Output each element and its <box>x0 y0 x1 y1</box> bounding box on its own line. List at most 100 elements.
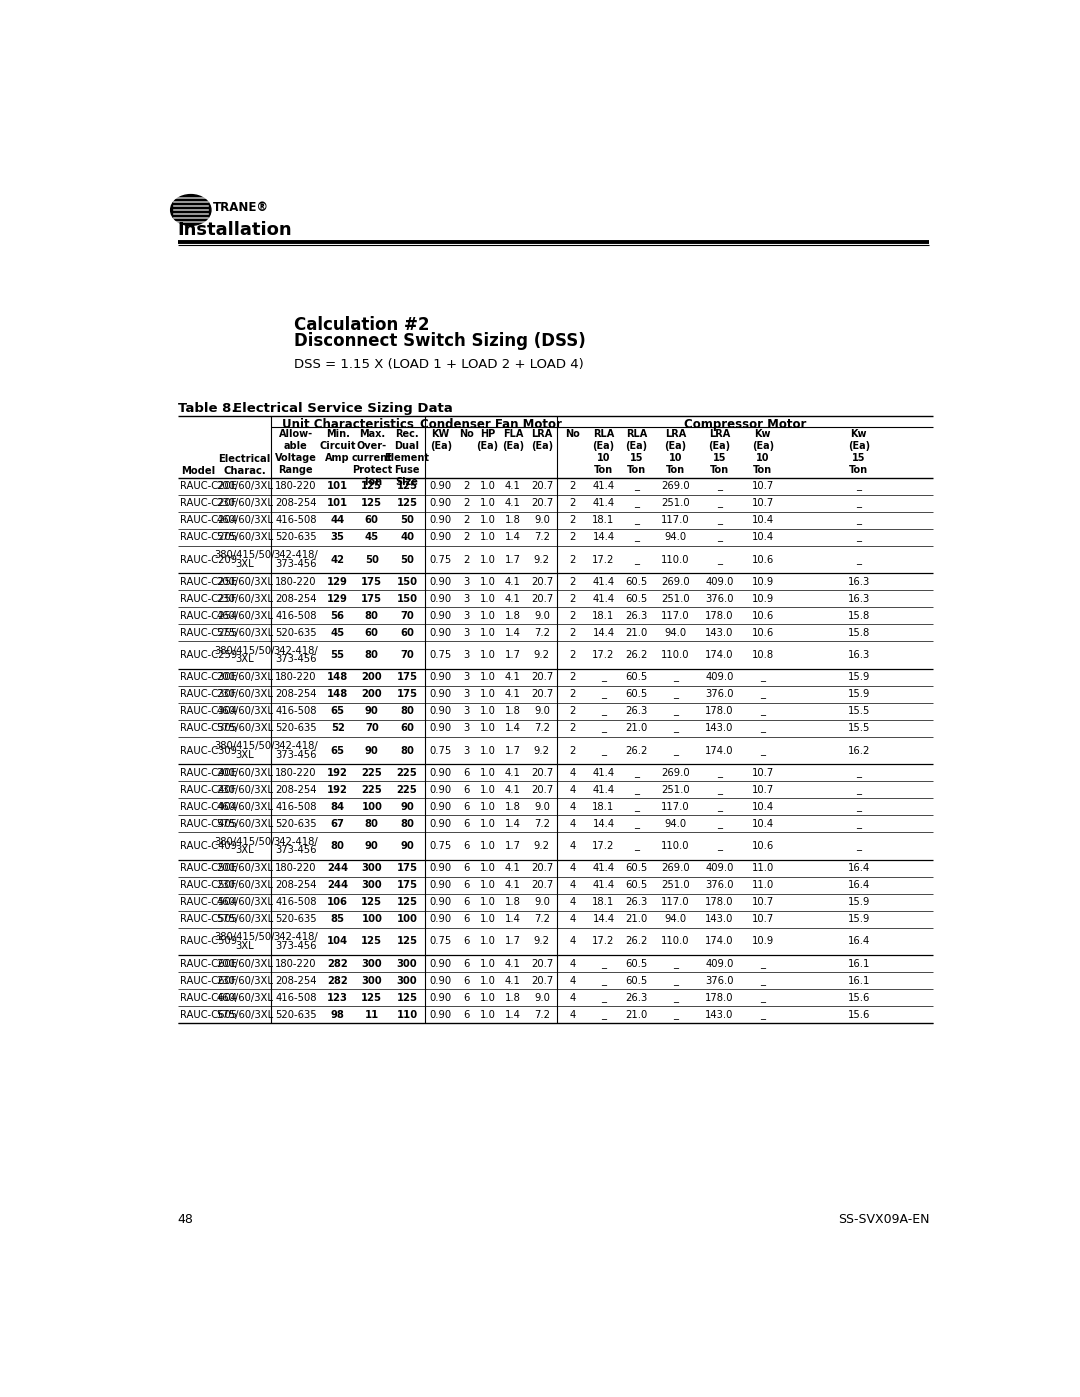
Text: 2: 2 <box>569 689 576 700</box>
Text: 101: 101 <box>327 499 348 509</box>
Text: _: _ <box>634 841 639 851</box>
Text: 3XL: 3XL <box>235 654 254 664</box>
Text: 575/60/3XL: 575/60/3XL <box>216 532 273 542</box>
Text: 2: 2 <box>463 499 470 509</box>
Text: 180-220: 180-220 <box>275 768 316 778</box>
Text: 380/415/50/: 380/415/50/ <box>215 645 275 657</box>
Text: 80: 80 <box>400 707 414 717</box>
Text: _: _ <box>717 768 721 778</box>
Text: 143.0: 143.0 <box>705 724 733 733</box>
Text: 20.7: 20.7 <box>530 880 553 890</box>
Text: 10.7: 10.7 <box>752 499 774 509</box>
Text: _: _ <box>760 707 766 717</box>
Text: _: _ <box>600 1010 606 1020</box>
Text: 0.90: 0.90 <box>430 499 451 509</box>
Text: 20.7: 20.7 <box>530 594 553 604</box>
Text: 1.0: 1.0 <box>480 1010 496 1020</box>
Text: 2: 2 <box>569 482 576 492</box>
Text: 225: 225 <box>396 768 417 778</box>
Text: RAUC-C504: RAUC-C504 <box>180 897 237 907</box>
Text: 180-220: 180-220 <box>275 958 316 970</box>
Text: 520-635: 520-635 <box>275 914 316 925</box>
Text: _: _ <box>856 532 862 542</box>
Text: 7.2: 7.2 <box>534 1010 550 1020</box>
Text: 10.6: 10.6 <box>752 627 774 637</box>
Text: 1.0: 1.0 <box>480 897 496 907</box>
Text: 373-456: 373-456 <box>275 559 316 569</box>
Text: 10.7: 10.7 <box>752 768 774 778</box>
Text: 1.7: 1.7 <box>504 936 521 947</box>
Text: 85: 85 <box>330 914 345 925</box>
Text: 10.4: 10.4 <box>752 819 773 828</box>
Text: 100: 100 <box>362 914 382 925</box>
Text: 21.0: 21.0 <box>625 1010 648 1020</box>
Text: 0.90: 0.90 <box>430 802 451 812</box>
Text: 200/60/3XL: 200/60/3XL <box>216 958 273 970</box>
Text: 123: 123 <box>327 993 348 1003</box>
Text: 1.0: 1.0 <box>480 958 496 970</box>
Text: 20.7: 20.7 <box>530 975 553 986</box>
Text: _: _ <box>600 958 606 970</box>
Text: 10.9: 10.9 <box>752 577 774 587</box>
Text: 460/60/3XL: 460/60/3XL <box>216 993 273 1003</box>
Text: 0.90: 0.90 <box>430 958 451 970</box>
Text: 50: 50 <box>400 555 414 564</box>
Text: 40: 40 <box>400 532 414 542</box>
Text: _: _ <box>634 515 639 525</box>
Text: 180-220: 180-220 <box>275 863 316 873</box>
Text: 520-635: 520-635 <box>275 627 316 637</box>
Text: 15.9: 15.9 <box>848 672 870 682</box>
Text: 230/60/3XL: 230/60/3XL <box>216 689 273 700</box>
Text: RAUC-C60F: RAUC-C60F <box>180 975 237 986</box>
Text: 60: 60 <box>365 515 379 525</box>
Text: 16.4: 16.4 <box>848 880 870 890</box>
Text: 1.8: 1.8 <box>504 897 521 907</box>
Text: LRA
(Ea)
10
Ton: LRA (Ea) 10 Ton <box>664 429 687 475</box>
Text: 1.0: 1.0 <box>480 577 496 587</box>
Text: 20.7: 20.7 <box>530 689 553 700</box>
Text: 15.8: 15.8 <box>848 610 870 620</box>
Text: 1.0: 1.0 <box>480 689 496 700</box>
Text: 342-418/: 342-418/ <box>273 645 319 657</box>
Text: 2: 2 <box>569 555 576 564</box>
Text: _: _ <box>856 785 862 795</box>
Text: 174.0: 174.0 <box>705 650 733 659</box>
Text: RLA
(Ea)
15
Ton: RLA (Ea) 15 Ton <box>625 429 648 475</box>
Text: 41.4: 41.4 <box>593 499 615 509</box>
Text: 282: 282 <box>327 975 348 986</box>
Text: 3XL: 3XL <box>235 559 254 569</box>
Text: RAUC-C405: RAUC-C405 <box>180 819 237 828</box>
Text: 60: 60 <box>400 627 414 637</box>
Text: 0.90: 0.90 <box>430 768 451 778</box>
Text: 174.0: 174.0 <box>705 746 733 756</box>
Text: Allow-
able
Voltage
Range: Allow- able Voltage Range <box>275 429 316 475</box>
Text: 4: 4 <box>569 785 576 795</box>
Text: 251.0: 251.0 <box>661 499 690 509</box>
Text: 148: 148 <box>327 672 348 682</box>
Text: _: _ <box>600 707 606 717</box>
Text: 10.4: 10.4 <box>752 532 773 542</box>
Text: Condenser Fan Motor: Condenser Fan Motor <box>420 418 562 430</box>
Text: 17.2: 17.2 <box>592 936 615 947</box>
Text: Min.
Circuit
Amp: Min. Circuit Amp <box>320 429 356 462</box>
Text: _: _ <box>717 499 721 509</box>
Text: 1.0: 1.0 <box>480 499 496 509</box>
Text: 7.2: 7.2 <box>534 627 550 637</box>
Text: 35: 35 <box>330 532 345 542</box>
Text: 125: 125 <box>396 993 418 1003</box>
Text: 269.0: 269.0 <box>661 863 690 873</box>
Text: 1.0: 1.0 <box>480 785 496 795</box>
Text: 342-418/: 342-418/ <box>273 550 319 560</box>
Text: 60.5: 60.5 <box>625 863 648 873</box>
Text: 4.1: 4.1 <box>504 880 521 890</box>
Text: 1.0: 1.0 <box>480 841 496 851</box>
Text: 4.1: 4.1 <box>504 975 521 986</box>
Text: 110.0: 110.0 <box>661 650 690 659</box>
Text: 1.8: 1.8 <box>504 515 521 525</box>
Text: 1.0: 1.0 <box>480 707 496 717</box>
Text: 48: 48 <box>177 1214 193 1227</box>
Text: 0.90: 0.90 <box>430 577 451 587</box>
Text: 56: 56 <box>330 610 345 620</box>
Text: 125: 125 <box>396 482 418 492</box>
Text: 6: 6 <box>463 863 470 873</box>
